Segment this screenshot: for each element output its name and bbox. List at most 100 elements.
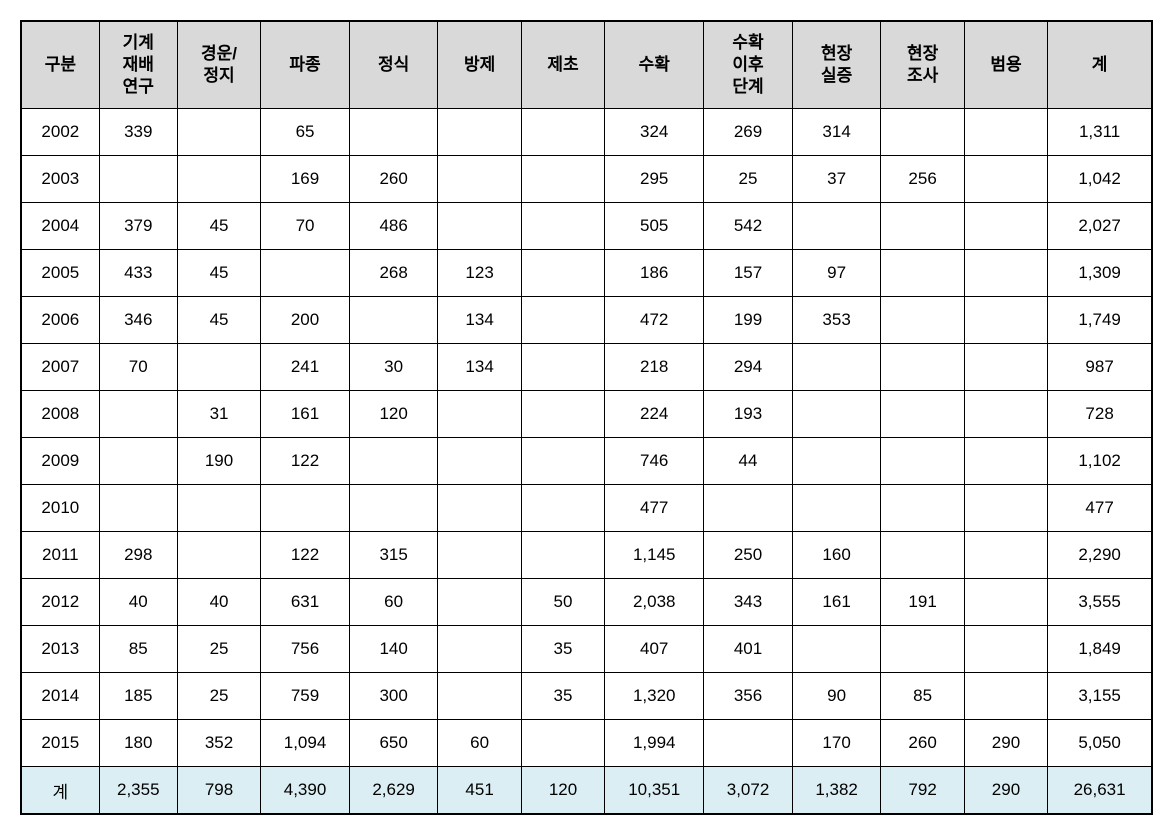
table-cell: 85 xyxy=(881,673,964,720)
table-cell: 343 xyxy=(704,579,793,626)
table-cell: 1,042 xyxy=(1048,156,1152,203)
table-cell: 295 xyxy=(605,156,704,203)
table-cell: 2003 xyxy=(21,156,99,203)
data-table: 구분 기계재배연구 경운/정지 파종 정식 방제 제초 수확 수확이후단계 현장… xyxy=(20,20,1153,815)
table-cell: 10,351 xyxy=(605,767,704,814)
table-row: 20138525756140354074011,849 xyxy=(21,626,1152,673)
table-cell xyxy=(704,485,793,532)
table-cell: 1,994 xyxy=(605,720,704,767)
table-cell xyxy=(521,532,604,579)
table-cell: 37 xyxy=(792,156,881,203)
table-cell xyxy=(881,532,964,579)
table-cell: 60 xyxy=(438,720,521,767)
table-cell: 45 xyxy=(177,297,260,344)
table-cell xyxy=(964,579,1047,626)
header-cell-total: 계 xyxy=(1048,21,1152,109)
table-cell xyxy=(881,344,964,391)
table-cell: 2005 xyxy=(21,250,99,297)
table-cell: 90 xyxy=(792,673,881,720)
table-cell xyxy=(99,156,177,203)
table-cell: 798 xyxy=(177,767,260,814)
header-cell-mech-cultivation: 기계재배연구 xyxy=(99,21,177,109)
table-cell: 2006 xyxy=(21,297,99,344)
table-cell xyxy=(964,485,1047,532)
table-cell: 260 xyxy=(881,720,964,767)
table-cell xyxy=(792,438,881,485)
table-cell: 161 xyxy=(792,579,881,626)
table-cell: 2002 xyxy=(21,109,99,156)
table-cell: 157 xyxy=(704,250,793,297)
table-cell xyxy=(521,203,604,250)
table-row: 20151803521,094650601,9941702602905,050 xyxy=(21,720,1152,767)
table-cell: 40 xyxy=(177,579,260,626)
table-cell: 160 xyxy=(792,532,881,579)
table-cell: 70 xyxy=(99,344,177,391)
table-cell: 2,027 xyxy=(1048,203,1152,250)
table-cell: 2,355 xyxy=(99,767,177,814)
table-cell: 2010 xyxy=(21,485,99,532)
table-cell xyxy=(881,297,964,344)
table-cell xyxy=(521,438,604,485)
table-cell: 631 xyxy=(261,579,350,626)
table-cell: 140 xyxy=(349,626,438,673)
table-cell xyxy=(521,156,604,203)
table-cell xyxy=(964,673,1047,720)
table-cell: 26,631 xyxy=(1048,767,1152,814)
table-cell: 315 xyxy=(349,532,438,579)
table-cell: 987 xyxy=(1048,344,1152,391)
table-cell xyxy=(438,626,521,673)
table-cell: 169 xyxy=(261,156,350,203)
table-cell: 120 xyxy=(349,391,438,438)
header-cell-general: 범용 xyxy=(964,21,1047,109)
table-cell: 97 xyxy=(792,250,881,297)
table-row: 200831161120224193728 xyxy=(21,391,1152,438)
table-cell xyxy=(792,344,881,391)
table-cell: 3,555 xyxy=(1048,579,1152,626)
table-cell: 324 xyxy=(605,109,704,156)
table-cell: 314 xyxy=(792,109,881,156)
table-cell xyxy=(349,109,438,156)
table-cell xyxy=(521,485,604,532)
header-cell-weeding: 제초 xyxy=(521,21,604,109)
table-row: 2010477477 xyxy=(21,485,1152,532)
table-cell xyxy=(438,156,521,203)
table-cell xyxy=(964,438,1047,485)
table-cell: 122 xyxy=(261,532,350,579)
table-cell: 25 xyxy=(704,156,793,203)
table-cell: 756 xyxy=(261,626,350,673)
header-cell-field-demo: 현장실증 xyxy=(792,21,881,109)
table-cell: 339 xyxy=(99,109,177,156)
table-cell: 1,309 xyxy=(1048,250,1152,297)
table-cell: 256 xyxy=(881,156,964,203)
table-cell: 44 xyxy=(704,438,793,485)
table-cell: 35 xyxy=(521,626,604,673)
table-cell xyxy=(438,203,521,250)
table-cell: 2014 xyxy=(21,673,99,720)
table-cell: 40 xyxy=(99,579,177,626)
table-cell xyxy=(964,344,1047,391)
table-cell xyxy=(177,485,260,532)
table-cell xyxy=(438,109,521,156)
table-cell xyxy=(438,485,521,532)
table-cell: 298 xyxy=(99,532,177,579)
table-cell: 3,072 xyxy=(704,767,793,814)
table-cell: 407 xyxy=(605,626,704,673)
table-cell: 451 xyxy=(438,767,521,814)
table-cell xyxy=(964,391,1047,438)
table-cell xyxy=(881,485,964,532)
table-cell xyxy=(521,250,604,297)
table-cell xyxy=(964,156,1047,203)
table-cell xyxy=(792,485,881,532)
table-cell: 2008 xyxy=(21,391,99,438)
table-cell xyxy=(177,532,260,579)
table-cell: 193 xyxy=(704,391,793,438)
table-cell: 1,382 xyxy=(792,767,881,814)
table-cell: 161 xyxy=(261,391,350,438)
table-cell: 218 xyxy=(605,344,704,391)
table-row: 2006346452001344721993531,749 xyxy=(21,297,1152,344)
table-cell xyxy=(881,438,964,485)
table-cell xyxy=(792,626,881,673)
table-cell: 2011 xyxy=(21,532,99,579)
table-row: 201418525759300351,32035690853,155 xyxy=(21,673,1152,720)
table-cell: 2,290 xyxy=(1048,532,1152,579)
